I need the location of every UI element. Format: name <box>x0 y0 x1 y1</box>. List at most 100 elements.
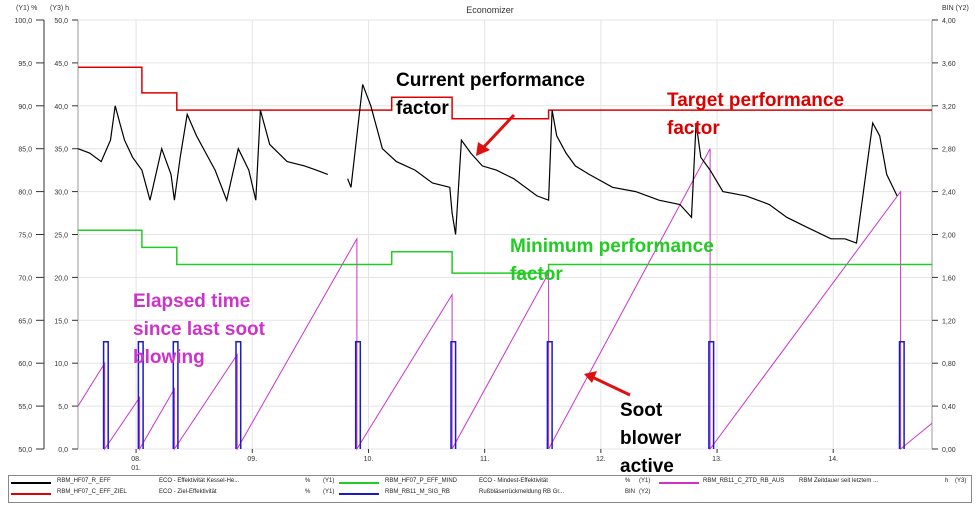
y3-tick-label: 45,0 <box>54 61 68 68</box>
y2-tick-label: 1,20 <box>942 318 956 325</box>
y2-tick-label: 1,60 <box>942 275 956 282</box>
legend-axis-minimum: (Y1) <box>639 478 651 484</box>
y3-tick-label: 30,0 <box>54 190 68 197</box>
legend-tag-elapsed: RBM_RB11_C_ZTD_RB_AUS <box>703 478 785 484</box>
legend-desc-target: ECO - Ziel-Effektivität <box>159 489 217 495</box>
x-tick-label: 11. <box>480 456 489 463</box>
legend-swatch-target <box>11 493 51 495</box>
legend-swatch-current <box>11 482 51 484</box>
annotation-minimum-line1: Minimum performance <box>510 236 714 257</box>
arrow-soot <box>584 371 631 397</box>
legend-desc-current: ECO - Effektivität Kessel-He... <box>159 478 240 484</box>
y1-tick-label: 65,0 <box>18 318 32 325</box>
y3-tick-label: 50,0 <box>54 18 68 25</box>
legend-unit-elapsed: h <box>945 478 949 484</box>
y2-axis: 4,00 3,60 3,20 2,80 2,40 2,00 1,60 1,20 0,80 0,40… <box>932 18 956 454</box>
legend-swatch-minimum <box>339 482 379 484</box>
annotation-current-line1: Current performance <box>396 70 585 91</box>
x-tick-label: 10. <box>364 456 374 463</box>
y2-tick-label: 0,00 <box>942 447 956 454</box>
series-current-performance <box>77 84 898 244</box>
annotation-soot-line3: active <box>620 456 674 475</box>
y1-tick-label: 95,0 <box>18 61 32 68</box>
legend-unit-soot: BIN <box>625 489 636 495</box>
y3-unit-label: (Y3) h <box>50 5 69 12</box>
annotation-elapsed-line2: since last soot <box>133 319 266 340</box>
legend-row-1: RBM_HF07_R_EFF ECO - Effektivität Kessel… <box>9 478 971 488</box>
gridlines <box>78 19 932 450</box>
y1-tick-label: 100,0 <box>14 18 32 25</box>
y1-tick-label: 75,0 <box>18 233 32 240</box>
annotation-minimum: Minimum performance factor <box>510 236 714 285</box>
y2-tick-label: 2,00 <box>942 233 956 240</box>
x-tick-label: 12. <box>596 456 606 463</box>
legend: RBM_HF07_R_EFF ECO - Effektivität Kessel… <box>8 475 972 503</box>
annotation-soot-line1: Soot <box>620 400 663 421</box>
chart-area: Economizer (Y1) % (Y3) h BIN (Y2) 100,0 9… <box>14 5 969 475</box>
legend-axis-current: (Y1) <box>323 478 335 484</box>
annotation-elapsed-line1: Elapsed time <box>133 291 250 312</box>
legend-tag-minimum: RBM_HF07_P_EFF_MIND <box>385 478 458 484</box>
y2-tick-label: 3,20 <box>942 104 956 111</box>
y3-tick-label: 15,0 <box>54 318 68 325</box>
arrow-current <box>476 113 516 156</box>
y3-axis: 50,0 45,0 40,0 35,0 30,0 25,0 20,0 15,0 10,0 5,0 0… <box>54 18 78 454</box>
y2-unit-label: BIN (Y2) <box>942 5 969 12</box>
annotation-elapsed-line3: blowing <box>133 347 205 368</box>
annotation-target-line1: Target performance <box>667 90 844 111</box>
legend-swatch-soot <box>339 493 379 495</box>
x-tick-sublabel: 01. <box>131 465 141 472</box>
legend-desc-elapsed: RBM Zeitdauer seit letztem ... <box>799 478 879 484</box>
y2-tick-label: 3,60 <box>942 61 956 68</box>
annotation-soot: Soot blower active <box>620 400 682 475</box>
annotation-soot-line2: blower <box>620 428 682 449</box>
y3-tick-label: 35,0 <box>54 147 68 154</box>
x-tick-label: 09. <box>247 456 257 463</box>
legend-axis-soot: (Y2) <box>639 489 651 495</box>
y1-tick-label: 70,0 <box>18 275 32 282</box>
series-layer <box>77 66 933 451</box>
annotation-current-line2: factor <box>396 98 449 119</box>
legend-axis-target: (Y1) <box>323 489 335 495</box>
legend-tag-current: RBM_HF07_R_EFF <box>57 478 111 484</box>
annotation-target-line2: factor <box>667 118 720 139</box>
legend-tag-soot: RBM_RB11_M_SIG_RB <box>385 489 450 495</box>
y1-tick-label: 90,0 <box>18 104 32 111</box>
legend-unit-minimum: % <box>625 478 631 484</box>
y1-axis: 100,0 95,0 90,0 85,0 80,0 75,0 70,0 65,0 60,0 55,… <box>14 18 45 454</box>
y1-tick-label: 55,0 <box>18 404 32 411</box>
series-minimum-performance <box>78 229 932 274</box>
y2-tick-label: 4,00 <box>942 18 956 25</box>
legend-desc-soot: Rußbläserrückmeldung RB Gr... <box>479 489 565 495</box>
legend-swatch-elapsed <box>659 482 699 484</box>
legend-unit-current: % <box>305 478 311 484</box>
y1-unit-label: (Y1) % <box>16 5 37 12</box>
legend-tag-target: RBM_HF07_C_EFF_ZIEL <box>57 489 127 495</box>
y1-tick-label: 50,0 <box>18 447 32 454</box>
x-tick-label: 14. <box>828 456 838 463</box>
series-soot-blower <box>102 341 905 449</box>
y3-tick-label: 40,0 <box>54 104 68 111</box>
x-tick-label: 13. <box>712 456 722 463</box>
annotation-minimum-line2: factor <box>510 264 563 285</box>
y2-tick-label: 0,40 <box>942 404 956 411</box>
y1-tick-label: 85,0 <box>18 147 32 154</box>
series-target-performance <box>78 66 932 120</box>
y2-tick-label: 0,80 <box>942 361 956 368</box>
legend-row-2: RBM_HF07_C_EFF_ZIEL ECO - Ziel-Effektivi… <box>9 489 971 499</box>
chart-title: Economizer <box>466 5 514 15</box>
y3-tick-label: 25,0 <box>54 233 68 240</box>
series-elapsed-time <box>77 148 933 451</box>
y2-tick-label: 2,80 <box>942 147 956 154</box>
legend-desc-minimum: ECO - Mindest-Effektivität <box>479 478 548 484</box>
legend-axis-elapsed: (Y3) <box>955 478 967 484</box>
y3-tick-label: 10,0 <box>54 361 68 368</box>
y2-tick-label: 2,40 <box>942 190 956 197</box>
legend-unit-target: % <box>305 489 311 495</box>
y3-tick-label: 20,0 <box>54 275 68 282</box>
y3-tick-label: 0,0 <box>58 447 68 454</box>
x-axis: 08. 01. 09. 10. 11. 12. 13. 14. <box>131 449 838 472</box>
annotation-elapsed: Elapsed time since last soot blowing <box>133 291 266 368</box>
x-tick-label: 08. <box>131 456 141 463</box>
annotation-target: Target performance factor <box>667 90 844 139</box>
